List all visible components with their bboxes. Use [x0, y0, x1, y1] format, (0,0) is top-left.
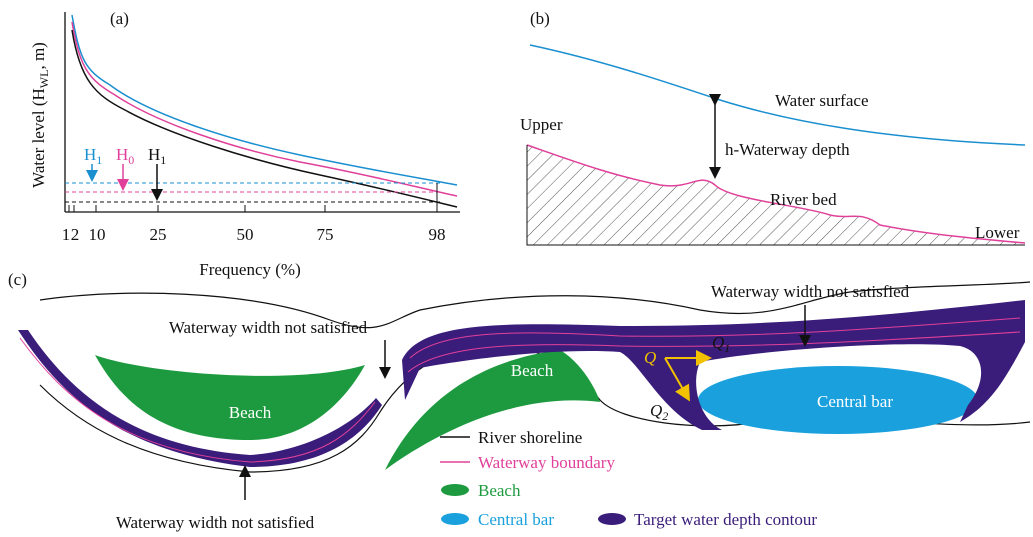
note: Waterway width not satisfied	[711, 282, 910, 301]
panel-label: (b)	[530, 9, 550, 28]
legend-label: Target water depth contour	[634, 510, 817, 529]
text: 1	[96, 153, 102, 167]
text: Q	[712, 333, 724, 352]
label: Water surface	[775, 91, 868, 110]
panel-a	[65, 12, 460, 212]
note: Waterway width not satisfied	[169, 318, 368, 337]
x-ticks	[69, 205, 437, 212]
marker-label: H1	[84, 145, 102, 167]
panel-label: (a)	[110, 9, 129, 28]
x-axis-label: Frequency (%)	[199, 260, 301, 279]
text: 1	[160, 153, 166, 167]
marker-label: H0	[116, 145, 134, 167]
text: 2	[662, 409, 668, 423]
panel-label: (c)	[8, 270, 27, 289]
legend-label: Beach	[478, 481, 521, 500]
legend-label: Central bar	[478, 510, 554, 529]
curve-pink	[72, 22, 457, 196]
text: Water level (H	[29, 88, 48, 188]
text: , m)	[29, 42, 48, 69]
label: Lower	[975, 223, 1020, 242]
legend-label: River shoreline	[478, 428, 582, 447]
label: Beach	[511, 361, 554, 380]
tick-label: 2	[71, 225, 80, 244]
legend-symbol	[441, 513, 469, 525]
label: Central bar	[817, 392, 893, 411]
text: H	[116, 145, 128, 164]
legend-symbol	[441, 484, 469, 496]
text: 0	[128, 153, 134, 167]
tick-label: 75	[317, 225, 334, 244]
label: Upper	[520, 115, 563, 134]
tick-label: 10	[89, 225, 106, 244]
label: River bed	[770, 190, 837, 209]
tick-label: 98	[429, 225, 446, 244]
legend-label: Waterway boundary	[478, 453, 615, 472]
label: h-Waterway depth	[725, 140, 850, 159]
text: H	[148, 145, 160, 164]
tick-label: 1	[62, 225, 71, 244]
label: Beach	[229, 403, 272, 422]
curve-black	[72, 30, 457, 207]
marker-label: H1	[148, 145, 166, 167]
figure: (a) Water level (HWL, m) 1 2 10 25 50 75…	[0, 0, 1033, 537]
tick-label: 50	[237, 225, 254, 244]
y-axis-label: Water level (HWL, m)	[29, 42, 51, 188]
text: Q	[650, 401, 662, 420]
text: H	[84, 145, 96, 164]
text: WL	[37, 70, 51, 89]
text: 1	[724, 341, 730, 355]
flow-label: Q	[644, 348, 656, 367]
flow-label: Q2	[650, 401, 668, 423]
legend-symbol	[598, 513, 626, 525]
note: Waterway width not satisfied	[116, 513, 315, 532]
tick-label: 25	[150, 225, 167, 244]
